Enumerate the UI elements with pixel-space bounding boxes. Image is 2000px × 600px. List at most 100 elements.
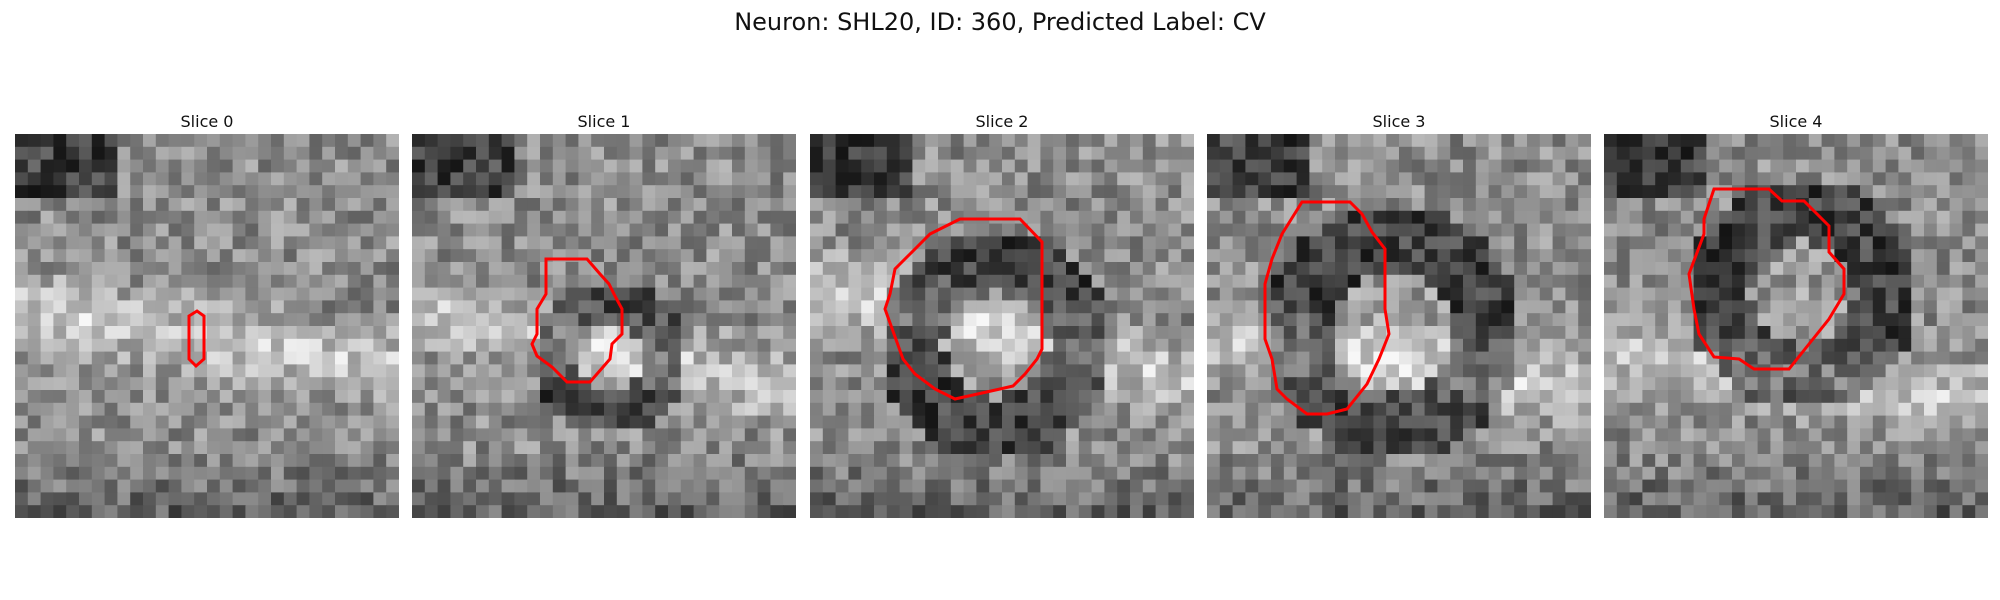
image-pixel	[1168, 351, 1182, 365]
image-pixel	[680, 287, 695, 301]
image-pixel	[886, 146, 901, 161]
image-pixel	[693, 223, 707, 237]
image-pixel	[540, 505, 554, 518]
image-pixel	[1155, 300, 1169, 314]
image-pixel	[950, 300, 965, 314]
image-pixel	[1245, 390, 1259, 404]
image-pixel	[437, 223, 451, 237]
image-pixel	[912, 466, 926, 481]
image-pixel	[1808, 313, 1823, 327]
image-pixel	[1463, 466, 1477, 481]
image-pixel	[1911, 210, 1925, 225]
image-pixel	[1552, 390, 1566, 404]
image-pixel	[757, 249, 771, 263]
image-pixel	[719, 390, 733, 404]
image-pixel	[1872, 287, 1887, 301]
image-pixel	[1975, 223, 1988, 237]
image-pixel	[616, 479, 631, 493]
image-pixel	[1783, 492, 1797, 506]
image-pixel	[527, 479, 541, 493]
image-pixel	[1066, 364, 1080, 378]
image-pixel	[1693, 262, 1707, 276]
image-pixel	[1732, 441, 1746, 455]
image-pixel	[1655, 210, 1669, 225]
image-pixel	[963, 326, 977, 340]
image-pixel	[540, 402, 554, 417]
image-pixel	[1616, 377, 1631, 391]
image-pixel	[668, 441, 682, 455]
image-pixel	[1847, 454, 1861, 468]
image-pixel	[1130, 172, 1144, 186]
image-pixel	[642, 262, 656, 276]
image-pixel	[1629, 390, 1643, 404]
image-pixel	[1885, 415, 1899, 429]
image-pixel	[1283, 454, 1298, 468]
image-pixel	[27, 326, 42, 340]
image-pixel	[1898, 287, 1912, 301]
image-pixel	[1168, 428, 1182, 442]
image-pixel	[604, 364, 618, 378]
image-pixel	[1296, 428, 1310, 442]
image-pixel	[1655, 479, 1669, 493]
image-pixel	[1078, 351, 1093, 365]
image-pixel	[501, 454, 515, 468]
image-pixel	[886, 351, 901, 365]
image-pixel	[1962, 390, 1976, 404]
image-pixel	[1373, 274, 1387, 289]
image-pixel	[744, 223, 759, 237]
image-pixel	[1936, 479, 1951, 493]
image-pixel	[53, 505, 67, 518]
image-pixel	[476, 300, 490, 314]
image-pixel	[1437, 159, 1451, 173]
image-pixel	[1027, 492, 1041, 506]
image-pixel	[642, 146, 656, 161]
image-pixel	[1616, 262, 1631, 276]
image-pixel	[591, 274, 605, 289]
image-pixel	[53, 338, 67, 353]
image-pixel	[219, 172, 234, 186]
image-pixel	[207, 262, 221, 276]
image-pixel	[706, 223, 720, 237]
image-pixel	[347, 326, 362, 340]
image-pixel	[1552, 351, 1566, 365]
image-pixel	[1014, 172, 1029, 186]
image-pixel	[668, 492, 682, 506]
image-pixel	[40, 159, 54, 173]
image-pixel	[706, 134, 720, 148]
image-pixel	[757, 479, 771, 493]
image-pixel	[1104, 223, 1118, 237]
image-pixel	[757, 287, 771, 301]
image-pixel	[1616, 274, 1631, 289]
image-pixel	[1424, 364, 1438, 378]
image-pixel	[680, 198, 695, 212]
image-pixel	[1014, 454, 1029, 468]
image-pixel	[1744, 198, 1759, 212]
image-pixel	[963, 351, 977, 365]
image-pixel	[835, 402, 849, 417]
image-pixel	[1732, 313, 1746, 327]
image-pixel	[757, 338, 771, 353]
image-pixel	[296, 287, 310, 301]
image-pixel	[1949, 351, 1963, 365]
image-pixel	[1475, 441, 1490, 455]
image-pixel	[271, 223, 285, 237]
image-pixel	[1091, 351, 1105, 365]
image-pixel	[1078, 262, 1093, 276]
image-pixel	[1834, 249, 1848, 263]
image-pixel	[488, 274, 503, 289]
image-pixel	[322, 351, 336, 365]
image-pixel	[1565, 185, 1579, 199]
image-pixel	[899, 492, 913, 506]
image-pixel	[1219, 287, 1234, 301]
image-pixel	[989, 492, 1003, 506]
image-pixel	[463, 338, 477, 353]
image-pixel	[79, 236, 93, 250]
image-pixel	[463, 300, 477, 314]
image-pixel	[143, 262, 157, 276]
image-pixel	[912, 351, 926, 365]
image-pixel	[1258, 185, 1272, 199]
image-pixel	[91, 185, 106, 199]
image-pixel	[53, 415, 67, 429]
image-pixel	[1207, 159, 1221, 173]
image-pixel	[79, 492, 93, 506]
